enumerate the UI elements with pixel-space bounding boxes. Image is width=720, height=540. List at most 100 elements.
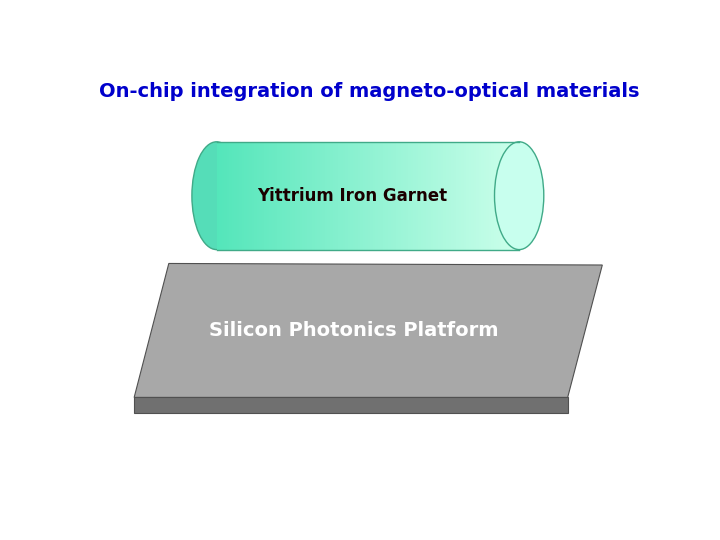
Polygon shape (446, 142, 449, 249)
Polygon shape (227, 142, 229, 249)
Polygon shape (348, 142, 350, 249)
Polygon shape (431, 142, 433, 249)
Polygon shape (428, 142, 431, 249)
Ellipse shape (192, 142, 241, 249)
Polygon shape (408, 142, 410, 249)
Polygon shape (454, 142, 456, 249)
Polygon shape (217, 142, 219, 249)
Polygon shape (499, 142, 502, 249)
Polygon shape (477, 142, 479, 249)
Polygon shape (459, 142, 461, 249)
Polygon shape (403, 142, 405, 249)
Polygon shape (272, 142, 274, 249)
Polygon shape (385, 142, 388, 249)
Polygon shape (300, 142, 302, 249)
Polygon shape (388, 142, 390, 249)
Polygon shape (320, 142, 323, 249)
Polygon shape (302, 142, 305, 249)
Polygon shape (277, 142, 279, 249)
Polygon shape (380, 142, 383, 249)
Polygon shape (232, 142, 234, 249)
Polygon shape (340, 142, 343, 249)
Polygon shape (363, 142, 365, 249)
Polygon shape (368, 142, 370, 249)
Polygon shape (262, 142, 264, 249)
Polygon shape (279, 142, 282, 249)
Polygon shape (415, 142, 418, 249)
Polygon shape (343, 142, 345, 249)
Polygon shape (350, 142, 353, 249)
Polygon shape (507, 142, 509, 249)
Polygon shape (353, 142, 355, 249)
Polygon shape (269, 142, 272, 249)
Text: On-chip integration of magneto-optical materials: On-chip integration of magneto-optical m… (99, 82, 639, 102)
Polygon shape (358, 142, 360, 249)
Polygon shape (418, 142, 420, 249)
Polygon shape (489, 142, 492, 249)
Polygon shape (469, 142, 471, 249)
Polygon shape (249, 142, 252, 249)
Polygon shape (461, 142, 464, 249)
Polygon shape (502, 142, 504, 249)
Polygon shape (259, 142, 262, 249)
Polygon shape (512, 142, 514, 249)
Polygon shape (134, 264, 603, 397)
Polygon shape (360, 142, 363, 249)
Polygon shape (466, 142, 469, 249)
Polygon shape (405, 142, 408, 249)
Ellipse shape (495, 142, 544, 249)
Polygon shape (464, 142, 466, 249)
Polygon shape (297, 142, 300, 249)
Polygon shape (444, 142, 446, 249)
Polygon shape (237, 142, 239, 249)
Polygon shape (242, 142, 244, 249)
Polygon shape (315, 142, 318, 249)
Polygon shape (398, 142, 400, 249)
Polygon shape (284, 142, 287, 249)
Polygon shape (333, 142, 335, 249)
Polygon shape (264, 142, 267, 249)
Polygon shape (310, 142, 312, 249)
Polygon shape (436, 142, 438, 249)
Polygon shape (393, 142, 395, 249)
Polygon shape (257, 142, 259, 249)
Polygon shape (234, 142, 237, 249)
Polygon shape (373, 142, 375, 249)
Polygon shape (492, 142, 494, 249)
Polygon shape (494, 142, 497, 249)
Polygon shape (509, 142, 512, 249)
Polygon shape (487, 142, 489, 249)
Polygon shape (325, 142, 328, 249)
Polygon shape (318, 142, 320, 249)
Polygon shape (370, 142, 373, 249)
Polygon shape (274, 142, 277, 249)
Polygon shape (229, 142, 232, 249)
Polygon shape (420, 142, 423, 249)
Polygon shape (328, 142, 330, 249)
Polygon shape (222, 142, 224, 249)
Polygon shape (224, 142, 227, 249)
Polygon shape (247, 142, 249, 249)
Polygon shape (378, 142, 380, 249)
Polygon shape (335, 142, 338, 249)
Polygon shape (289, 142, 292, 249)
Polygon shape (410, 142, 413, 249)
Polygon shape (287, 142, 289, 249)
Polygon shape (239, 142, 242, 249)
Polygon shape (441, 142, 444, 249)
Polygon shape (219, 142, 222, 249)
Polygon shape (456, 142, 459, 249)
Polygon shape (413, 142, 415, 249)
Polygon shape (484, 142, 487, 249)
Polygon shape (330, 142, 333, 249)
Polygon shape (482, 142, 484, 249)
Polygon shape (438, 142, 441, 249)
Polygon shape (375, 142, 378, 249)
Polygon shape (474, 142, 477, 249)
Polygon shape (252, 142, 254, 249)
Polygon shape (504, 142, 507, 249)
Polygon shape (449, 142, 451, 249)
Polygon shape (307, 142, 310, 249)
Polygon shape (254, 142, 257, 249)
Polygon shape (390, 142, 393, 249)
